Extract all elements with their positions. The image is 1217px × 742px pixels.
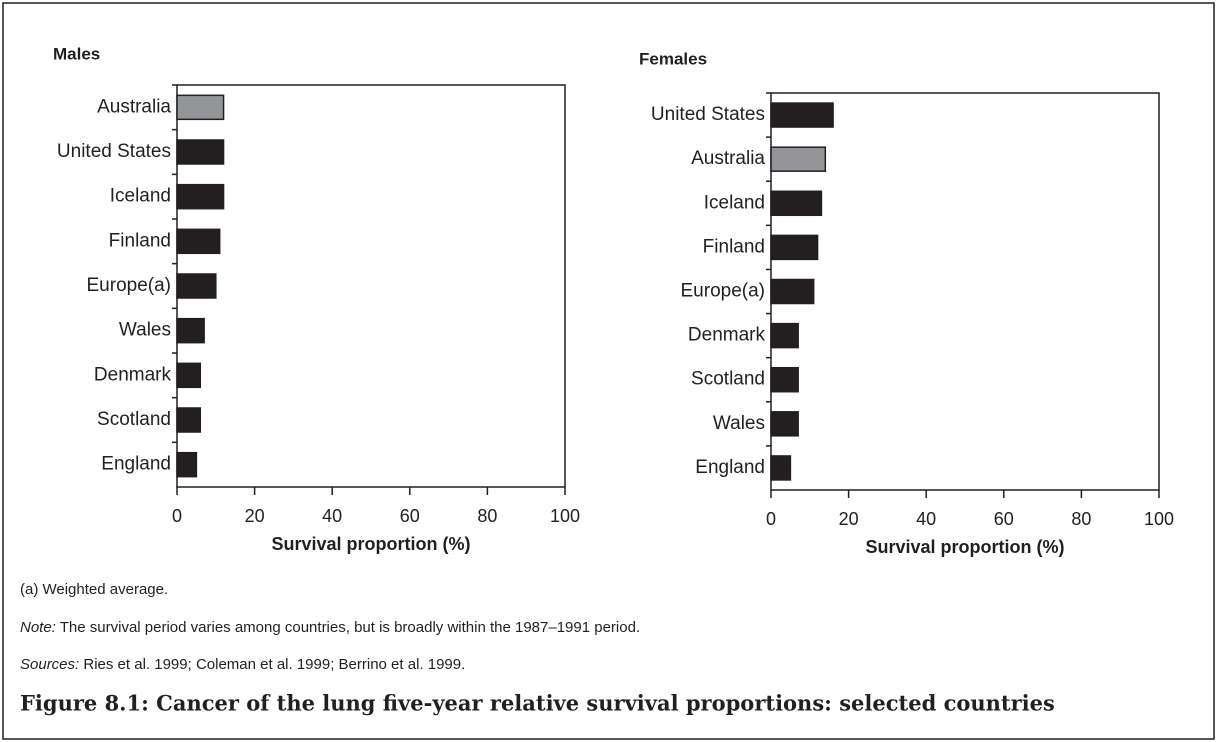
bar <box>770 190 823 217</box>
x-axis-label: Survival proportion (%) <box>865 537 1064 557</box>
bar <box>176 451 198 478</box>
x-tick-label: 40 <box>322 506 342 526</box>
x-tick-label: 0 <box>172 506 182 526</box>
note-label: Sources: <box>20 656 79 673</box>
bar <box>770 366 799 393</box>
x-tick-label: 80 <box>477 506 497 526</box>
bar <box>770 234 819 261</box>
x-tick-label: 40 <box>916 509 936 529</box>
bar <box>176 362 202 389</box>
figure-caption: Figure 8.1: Cancer of the lung five-year… <box>20 691 1055 716</box>
category-label: Europe(a) <box>681 281 766 302</box>
category-label: Scotland <box>97 409 171 430</box>
x-tick-label: 0 <box>766 509 776 529</box>
chart-title: Females <box>639 49 707 68</box>
bar <box>176 273 217 299</box>
category-label: Iceland <box>110 186 171 207</box>
category-label: Scotland <box>691 369 765 390</box>
category-label: Denmark <box>94 364 172 385</box>
category-label: Finland <box>703 236 765 257</box>
plot-area <box>176 84 566 488</box>
category-label: United States <box>57 141 171 162</box>
bar <box>770 146 827 172</box>
note: (a) Weighted average. <box>20 581 168 598</box>
note-label: Note: <box>20 619 56 636</box>
bar <box>770 278 815 305</box>
category-label: England <box>695 457 765 478</box>
category-label: Australia <box>97 96 171 117</box>
note: Note: The survival period varies among c… <box>20 619 640 636</box>
category-label: Wales <box>713 413 765 434</box>
note-text: Ries et al. 1999; Coleman et al. 1999; B… <box>83 656 465 673</box>
x-tick-label: 20 <box>839 509 859 529</box>
x-tick-label: 100 <box>1144 509 1174 529</box>
bar <box>176 94 225 121</box>
category-label: United States <box>651 104 765 125</box>
category-label: England <box>101 454 171 475</box>
bar <box>176 183 225 210</box>
note-text: (a) Weighted average. <box>20 581 168 598</box>
bar <box>176 139 225 165</box>
bar <box>770 455 792 481</box>
plot-area <box>770 92 1160 491</box>
x-tick-label: 20 <box>245 506 265 526</box>
x-tick-label: 60 <box>994 509 1014 529</box>
category-label: Australia <box>691 148 765 169</box>
category-label: Europe(a) <box>87 275 172 296</box>
category-label: Iceland <box>704 192 765 213</box>
bar <box>770 102 834 128</box>
bar <box>770 411 799 437</box>
x-tick-label: 80 <box>1071 509 1091 529</box>
category-label: Finland <box>109 230 171 251</box>
bar <box>770 322 799 349</box>
chart-title: Males <box>53 44 100 63</box>
note: Sources: Ries et al. 1999; Coleman et al… <box>20 656 465 673</box>
bar <box>176 317 205 344</box>
bar <box>176 228 221 255</box>
x-axis-label: Survival proportion (%) <box>271 534 470 554</box>
x-tick-label: 100 <box>550 506 580 526</box>
x-tick-label: 60 <box>400 506 420 526</box>
bar <box>176 407 202 433</box>
category-label: Denmark <box>688 325 766 346</box>
category-label: Wales <box>119 320 171 341</box>
note-text: The survival period varies among countri… <box>60 619 640 636</box>
